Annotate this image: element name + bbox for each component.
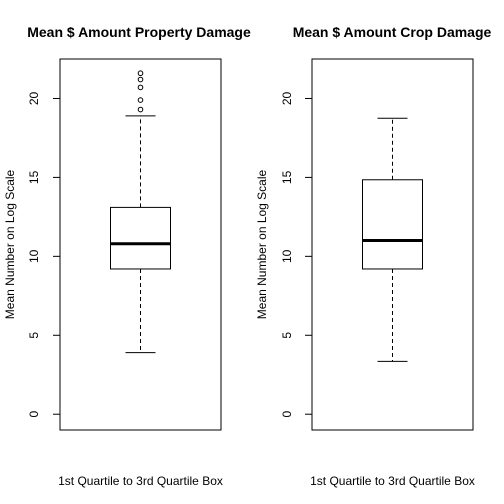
chart-title: Mean $ Amount Property Damage [27,24,251,40]
y-tick-label: 15 [27,170,41,184]
y-axis-label: Mean Number on Log Scale [255,169,269,319]
outlier-point [137,84,144,91]
y-tick-label: 20 [280,91,294,105]
y-tick-label: 10 [27,249,41,263]
y-axis-label: Mean Number on Log Scale [3,169,17,319]
x-axis-label: 1st Quartile to 3rd Quartile Box [58,474,223,488]
y-tick-label: 15 [280,170,294,184]
plot-frame [311,58,474,431]
y-tick-label: 0 [280,411,294,418]
outlier-point [137,106,144,113]
plot-frame [59,58,222,431]
chart-title: Mean $ Amount Crop Damage [293,24,492,40]
y-tick-label: 0 [27,411,41,418]
iqr-box [362,179,423,270]
x-axis-label: 1st Quartile to 3rd Quartile Box [310,474,475,488]
outlier-point [137,76,144,83]
y-tick-label: 20 [27,91,41,105]
crop-damage-panel: Mean $ Amount Crop Damage 0 5 10 15 20 Mean Nu… [255,24,492,488]
iqr-box [110,206,171,270]
outlier-point [137,70,144,77]
outlier-point [137,97,144,103]
property-damage-panel: Mean $ Amount Property Damage 0 5 10 15 20 Mea… [3,24,251,488]
y-tick-label: 5 [280,332,294,339]
y-tick-label: 10 [280,249,294,263]
y-tick-label: 5 [27,332,41,339]
